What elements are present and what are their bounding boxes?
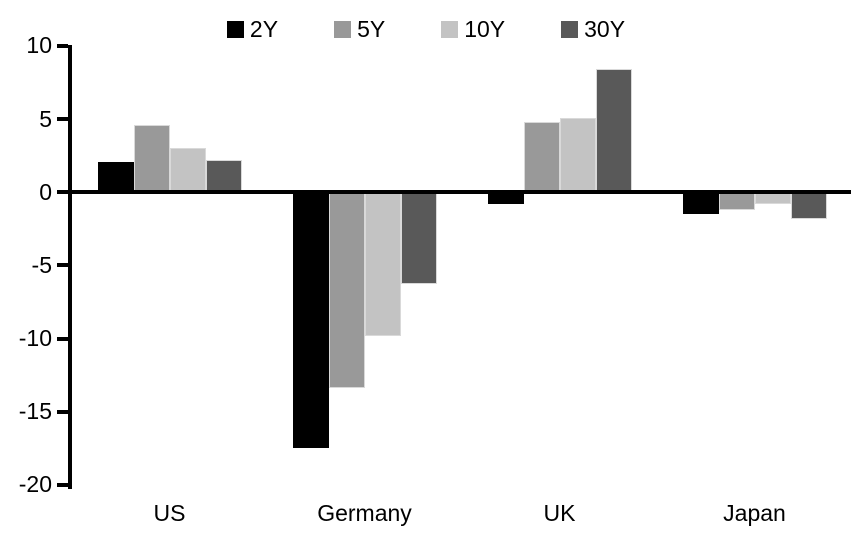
y-axis-tick <box>57 263 68 268</box>
y-axis-label: -15 <box>18 398 52 425</box>
y-axis-label: -10 <box>18 325 52 352</box>
bar-uk-10y <box>559 117 596 193</box>
y-axis-label: 10 <box>26 32 52 59</box>
y-axis-label: -5 <box>31 251 52 278</box>
legend-item-5y: 5Y <box>334 15 386 42</box>
x-axis-label-japan: Japan <box>723 500 786 526</box>
bar-uk-2y <box>487 192 524 204</box>
bar-japan-30y <box>790 192 827 219</box>
bar-germany-2y <box>292 192 329 449</box>
y-axis-label: -20 <box>18 471 52 498</box>
chart-legend: 2Y 5Y 10Y 30Y <box>0 12 852 46</box>
zero-baseline <box>57 190 851 195</box>
y-axis-tick <box>57 409 68 414</box>
y-axis-tick <box>57 117 68 122</box>
legend-label: 10Y <box>464 15 506 42</box>
y-axis-tick <box>57 482 68 487</box>
bar-germany-5y <box>328 192 365 389</box>
y-axis-label: 5 <box>39 105 52 132</box>
x-axis-label-uk: UK <box>543 500 576 526</box>
legend-swatch-icon <box>334 20 352 38</box>
legend-swatch-icon <box>226 20 244 38</box>
bar-uk-30y <box>595 69 632 193</box>
y-axis-tick <box>57 43 68 48</box>
bar-germany-30y <box>400 192 437 285</box>
legend-item-10y: 10Y <box>441 15 506 42</box>
bar-japan-2y <box>682 192 719 215</box>
legend-swatch-icon <box>441 20 459 38</box>
bar-us-5y <box>133 124 170 193</box>
legend-label: 5Y <box>357 15 386 42</box>
y-axis-tick <box>57 336 68 341</box>
y-axis-line <box>68 45 72 489</box>
legend-label: 30Y <box>584 15 626 42</box>
legend-swatch-icon <box>561 20 579 38</box>
bar-japan-5y <box>718 192 755 210</box>
legend-item-2y: 2Y <box>226 15 279 42</box>
y-axis-label: 0 <box>39 178 52 205</box>
bar-us-30y <box>205 160 242 193</box>
x-axis-label-germany: Germany <box>317 500 412 526</box>
legend-label: 2Y <box>249 15 279 42</box>
bar-germany-10y <box>364 192 401 336</box>
legend-item-30y: 30Y <box>561 15 626 42</box>
bar-us-10y <box>169 148 206 193</box>
x-axis-label-us: US <box>153 500 186 526</box>
bar-uk-5y <box>523 122 560 193</box>
bar-us-2y <box>97 161 134 193</box>
